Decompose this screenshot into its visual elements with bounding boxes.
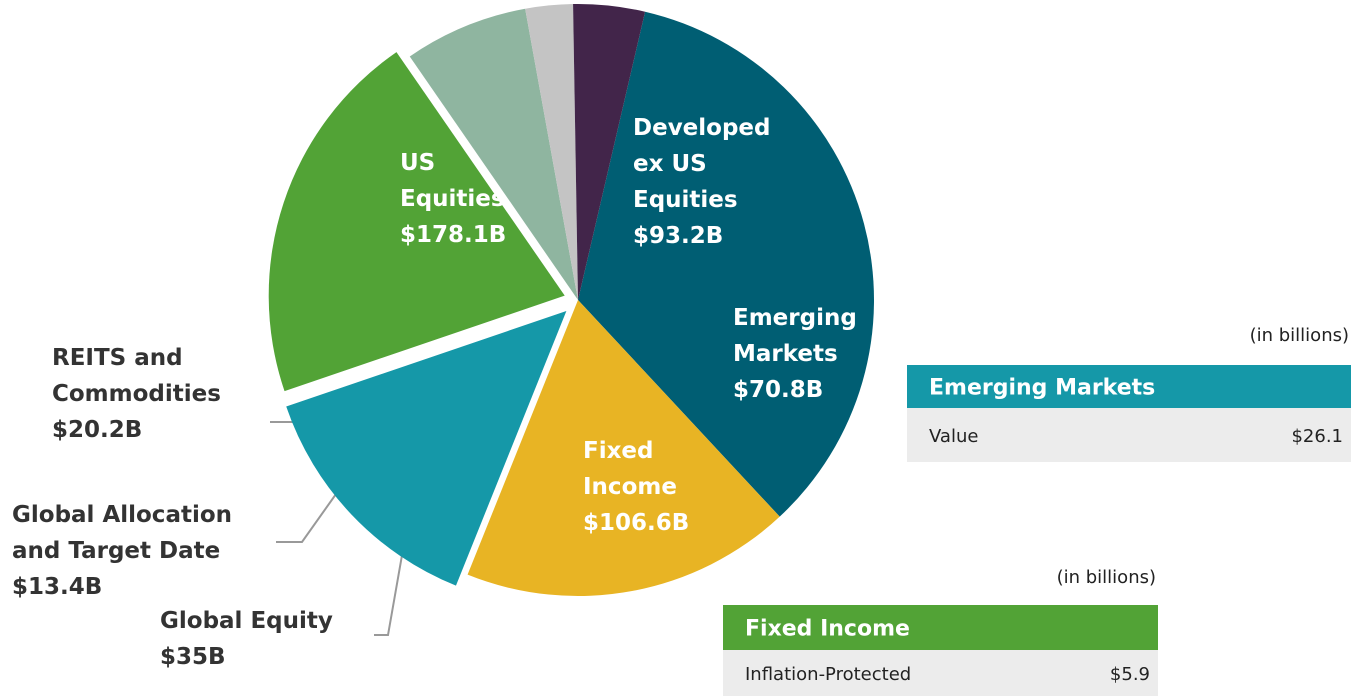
slice-label: Global Allocation and Target Date — [12, 502, 232, 564]
table-title: Fixed Income — [745, 617, 910, 642]
table-header — [907, 365, 1351, 408]
slice-value-label: $93.2B — [633, 223, 723, 249]
table-title: Emerging Markets — [929, 376, 1155, 401]
table-cell: Value — [929, 426, 978, 447]
pie-slice — [573, 3, 646, 300]
table-note: (in billions) — [1057, 567, 1156, 588]
slice-label: Fixed Income — [583, 438, 677, 500]
slice-value-label: $13.4B — [12, 574, 102, 600]
table-cell: $5.9 — [1110, 664, 1150, 685]
slice-value-label: $20.2B — [52, 417, 142, 443]
table-cell: $26.1 — [1291, 426, 1343, 447]
slice-label: Global Equity — [160, 608, 333, 634]
slice-value-label: $178.1B — [400, 222, 506, 248]
leader-line — [374, 520, 409, 636]
slice-label: US Equities — [400, 150, 505, 212]
pie-slice — [409, 8, 578, 300]
table-row — [907, 408, 1351, 462]
slice-value-label: $70.8B — [733, 377, 823, 403]
slice-label: Emerging Markets — [733, 305, 857, 367]
pie-slice — [286, 311, 567, 586]
slice-label: Developed ex US Equities — [633, 115, 771, 213]
slice-label: REITS and Commodities — [52, 345, 221, 407]
slice-value-label: $106.6B — [583, 510, 689, 536]
table-note: (in billions) — [1250, 325, 1349, 346]
pie-slice — [525, 4, 578, 300]
table-header — [723, 605, 1158, 650]
pie-slice — [578, 11, 875, 517]
pie-slice — [268, 52, 565, 392]
pie-slice — [467, 300, 780, 597]
slice-value-label: $35B — [160, 644, 226, 670]
table-row — [723, 650, 1158, 696]
table-cell: Inflation-Protected — [745, 664, 911, 685]
